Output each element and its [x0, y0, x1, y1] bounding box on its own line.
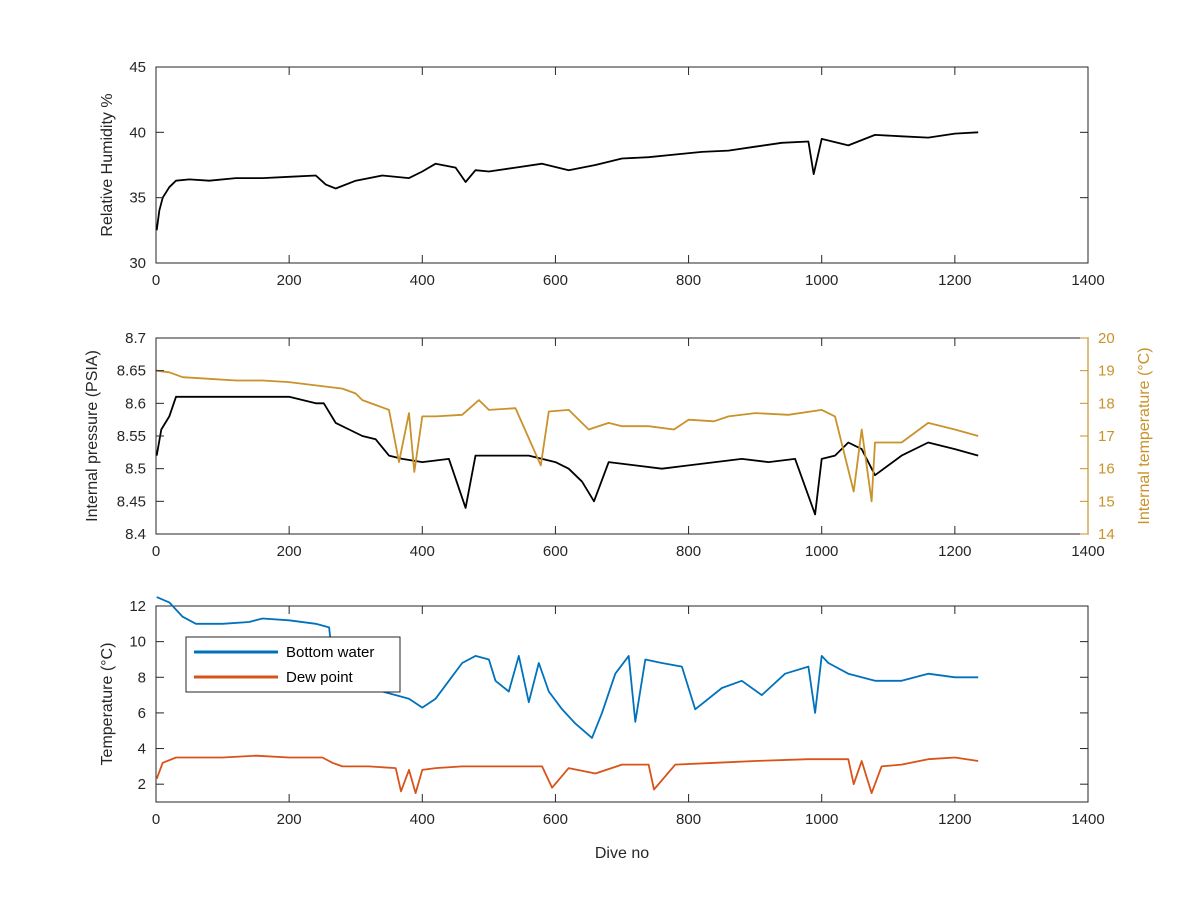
y2-tick-label: 14 — [1098, 526, 1115, 543]
x-tick-label: 0 — [152, 811, 160, 828]
series-line-panel-1-series-1 — [155, 131, 979, 231]
x-tick-label: 400 — [410, 811, 435, 828]
y-axis-label: Internal pressure (PSIA) — [84, 350, 101, 522]
y-tick-label: 8.65 — [117, 363, 146, 380]
legend-label-bottom-water: Bottom water — [286, 644, 374, 661]
y-tick-label: 4 — [138, 741, 146, 758]
pressure-temperature-panel: 0 200 400 600 800 1000 1200 1400 8.4 8.45 8.5 8.55 8… — [84, 330, 1153, 560]
y-tick-label: 8.6 — [125, 395, 146, 412]
series-line-dew-point — [155, 754, 979, 794]
plot-area-frame — [155, 66, 1089, 264]
y-tick-label: 40 — [129, 124, 146, 141]
x-tick-label: 1400 — [1071, 272, 1104, 289]
series-line-bottom-water — [156, 596, 979, 739]
y-tick-label: 8.4 — [125, 526, 146, 543]
y-tick-label: 10 — [129, 634, 146, 651]
temperature-panel: 0 200 400 600 800 1000 1200 1400 2 4 6 8 10 12 Temper… — [99, 596, 1105, 862]
x-tick-label: 600 — [543, 272, 568, 289]
x-tick-label: 200 — [277, 811, 302, 828]
y-tick-label: 30 — [129, 255, 146, 272]
x-tick-label: 400 — [410, 543, 435, 560]
y2-tick-label: 19 — [1098, 363, 1115, 380]
x-tick-label: 1400 — [1071, 811, 1104, 828]
x-tick-label: 200 — [277, 543, 302, 560]
x-tick-label: 600 — [543, 543, 568, 560]
x-tick-label: 0 — [152, 543, 160, 560]
legend-box — [185, 636, 401, 693]
x-tick-label: 800 — [676, 543, 701, 560]
x-tick-label: 1000 — [805, 272, 838, 289]
y2-tick-label: 15 — [1098, 493, 1115, 510]
y-axis-label: Temperature (°C) — [99, 643, 116, 766]
x-tick-label: 1000 — [805, 811, 838, 828]
y2-tick-label: 20 — [1098, 330, 1115, 347]
x-tick-label: 1200 — [938, 272, 971, 289]
y2-axis-label: Internal temperature (°C) — [1136, 347, 1153, 524]
humidity-panel: 0 200 400 600 800 1000 1200 1400 30 35 40 45 Relati… — [99, 59, 1105, 289]
series-line-panel-2-series-2 — [156, 369, 979, 503]
plot-area-frame — [155, 605, 1089, 803]
x-tick-label: 800 — [676, 272, 701, 289]
y-tick-label: 12 — [129, 598, 146, 615]
y-tick-label: 8.7 — [125, 330, 146, 347]
legend-label-dew-point: Dew point — [286, 669, 354, 686]
legend: Bottom water Dew point — [185, 636, 401, 693]
y-tick-label: 8 — [138, 669, 146, 686]
x-tick-label: 600 — [543, 811, 568, 828]
y-tick-label: 6 — [138, 705, 146, 722]
x-tick-label: 1200 — [938, 811, 971, 828]
y-tick-label: 45 — [129, 59, 146, 76]
x-tick-label: 1200 — [938, 543, 971, 560]
x-tick-label: 800 — [676, 811, 701, 828]
y-tick-label: 35 — [129, 190, 146, 207]
y2-tick-label: 18 — [1098, 395, 1115, 412]
y2-tick-label: 16 — [1098, 461, 1115, 478]
y-axis-label: Relative Humidity % — [99, 93, 116, 236]
x-tick-label: 200 — [277, 272, 302, 289]
x-tick-label: 1000 — [805, 543, 838, 560]
x-tick-label: 1400 — [1071, 543, 1104, 560]
y-tick-label: 2 — [138, 776, 146, 793]
x-tick-label: 0 — [152, 272, 160, 289]
y-tick-label: 8.45 — [117, 493, 146, 510]
y-tick-label: 8.55 — [117, 428, 146, 445]
y2-tick-label: 17 — [1098, 428, 1115, 445]
x-axis-label: Dive no — [595, 845, 649, 862]
x-tick-label: 400 — [410, 272, 435, 289]
y-tick-label: 8.5 — [125, 461, 146, 478]
